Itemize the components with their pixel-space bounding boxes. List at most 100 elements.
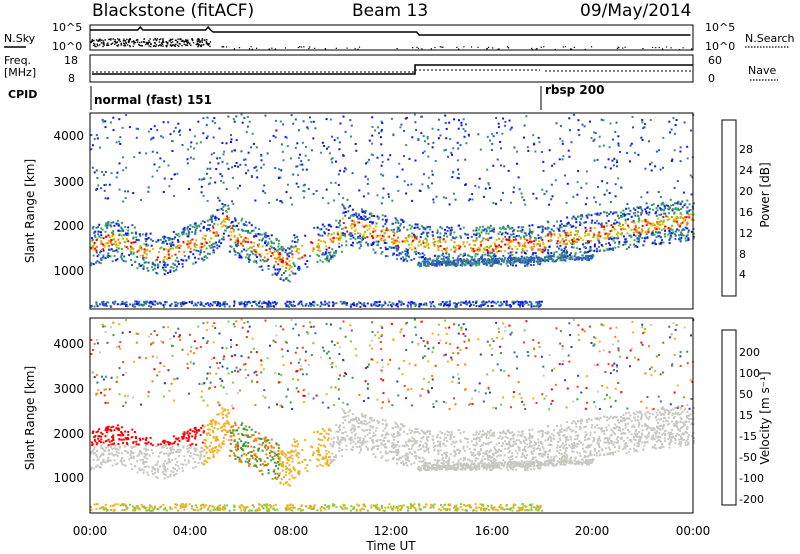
- power-pixel: [266, 252, 269, 255]
- power-pixel: [403, 180, 406, 183]
- power-pixel: [171, 244, 174, 246]
- power-pixel: [231, 150, 233, 153]
- power-pixel: [253, 235, 256, 238]
- power-pixel: [389, 304, 392, 306]
- velocity-pixel: [154, 464, 157, 466]
- power-pixel: [159, 157, 162, 160]
- power-pixel: [457, 168, 460, 171]
- nsky-tick-top: 10^5: [52, 21, 82, 34]
- power-pixel: [398, 229, 401, 232]
- power-pixel: [316, 260, 319, 263]
- power-pixel: [168, 185, 171, 188]
- power-pixel: [471, 262, 474, 265]
- power-pixel: [436, 262, 439, 265]
- power-pixel: [102, 237, 105, 240]
- power-pixel: [656, 221, 658, 223]
- power-pixel: [121, 300, 124, 303]
- power-pixel: [147, 236, 150, 239]
- power-pixel: [217, 301, 220, 304]
- power-pixel: [406, 228, 409, 231]
- power-pixel: [247, 169, 250, 172]
- power-pixel: [497, 250, 500, 253]
- power-pixel: [238, 301, 241, 304]
- power-pixel: [686, 227, 689, 230]
- power-pixel: [267, 268, 270, 270]
- velocity-pixel: [572, 444, 574, 447]
- power-pixel: [253, 166, 256, 169]
- velocity-pixel: [384, 427, 387, 430]
- power-pixel: [106, 136, 109, 139]
- power-pixel: [679, 212, 682, 215]
- power-pixel: [628, 213, 631, 216]
- power-pixel: [572, 246, 575, 249]
- power-pixel: [580, 214, 583, 217]
- power-pixel: [90, 134, 93, 137]
- power-pixel: [169, 271, 172, 274]
- power-pixel: [578, 248, 581, 250]
- power-pixel: [156, 272, 159, 275]
- power-pixel: [649, 119, 652, 121]
- power-pixel: [501, 260, 503, 262]
- power-pixel: [93, 243, 96, 246]
- power-pixel: [95, 169, 98, 172]
- velocity-pixel: [191, 435, 194, 438]
- power-pixel: [566, 232, 568, 235]
- power-pixel: [246, 115, 249, 118]
- power-pixel: [662, 203, 665, 206]
- power-pixel: [451, 153, 453, 156]
- power-pixel: [482, 229, 485, 232]
- power-pixel: [489, 237, 491, 240]
- power-pixel: [222, 238, 225, 241]
- power-pixel: [327, 232, 330, 235]
- velocity-pixel: [338, 424, 341, 427]
- power-pixel: [297, 185, 300, 188]
- power-pixel: [285, 191, 288, 193]
- power-pixel: [298, 248, 301, 251]
- power-pixel: [374, 225, 377, 228]
- power-pixel: [568, 257, 571, 260]
- power-pixel: [342, 212, 345, 214]
- power-pixel: [464, 158, 467, 161]
- power-pixel: [292, 262, 295, 265]
- power-pixel: [152, 268, 155, 271]
- power-pixel: [505, 300, 508, 303]
- power-pixel: [686, 206, 689, 209]
- power-pixel: [559, 224, 562, 227]
- power-pixel: [357, 213, 360, 216]
- velocity-pixel: [545, 450, 548, 453]
- power-pixel: [195, 142, 198, 145]
- power-pixel: [639, 206, 642, 209]
- power-pixel: [376, 194, 379, 197]
- power-pixel: [316, 226, 319, 229]
- power-pixel: [650, 233, 653, 236]
- nsearch-tick-top: 10^5: [705, 21, 735, 34]
- power-pixel: [633, 243, 635, 246]
- power-pixel: [538, 226, 541, 229]
- power-pixel: [305, 303, 308, 305]
- power-pixel: [90, 246, 93, 249]
- power-pixel: [277, 256, 279, 259]
- nsky-dot: [129, 44, 131, 47]
- power-pixel: [418, 252, 421, 255]
- power-pixel: [424, 257, 427, 259]
- power-pixel: [301, 244, 304, 247]
- power-pixel: [578, 235, 581, 238]
- nsky-dot: [205, 41, 208, 43]
- nsky-dot: [128, 41, 130, 44]
- power-pixel: [214, 302, 217, 304]
- power-pixel: [355, 212, 358, 215]
- power-pixel: [431, 301, 434, 303]
- velocity-pixel: [437, 450, 440, 453]
- power-pixel: [508, 245, 511, 248]
- power-pixel: [539, 305, 542, 308]
- power-pixel: [501, 232, 504, 235]
- power-pixel: [304, 304, 307, 307]
- freq-label: Freq.: [4, 54, 31, 67]
- velocity-pixel: [476, 457, 479, 460]
- power-pixel: [641, 139, 644, 141]
- power-pixel: [173, 195, 176, 197]
- power-pixel: [649, 222, 652, 225]
- power-pixel: [519, 305, 522, 308]
- power-pixel: [325, 245, 328, 248]
- power-pixel: [370, 215, 373, 217]
